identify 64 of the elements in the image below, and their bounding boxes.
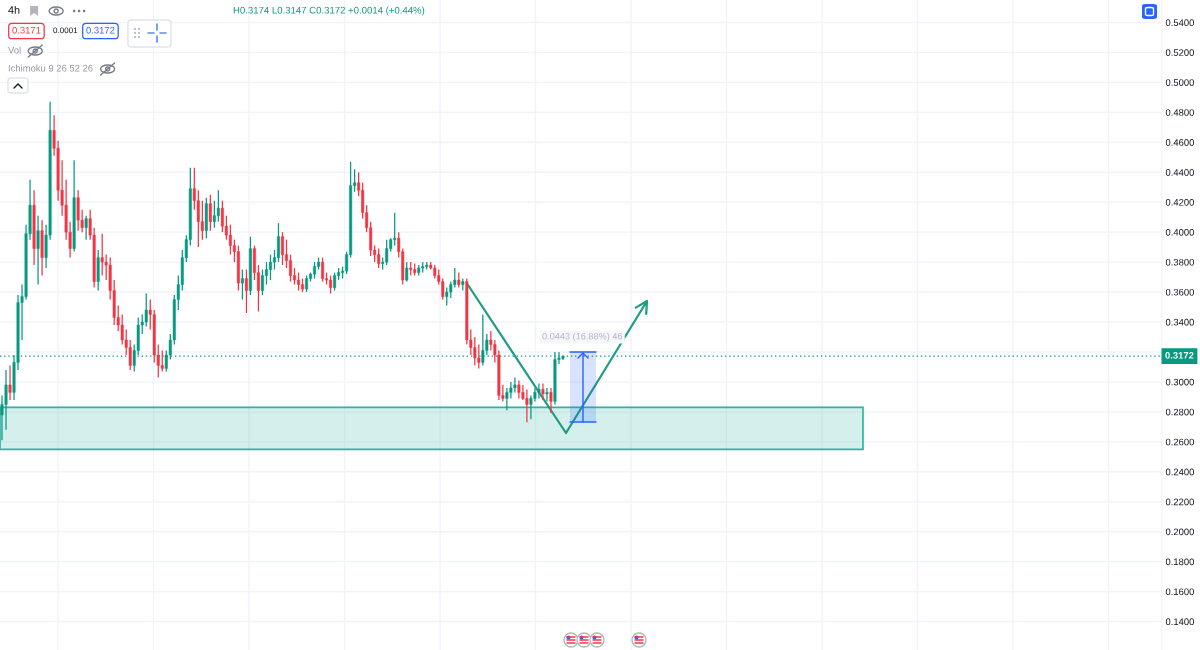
y-tick-label: 0.2600 — [1165, 438, 1194, 446]
annotation: 0.3171 — [12, 26, 41, 34]
candlestick — [405, 261, 409, 283]
candlestick — [393, 212, 397, 247]
candlestick — [473, 336, 477, 367]
y-tick-label: 0.2200 — [1165, 498, 1194, 506]
y-tick-label: 0.3600 — [1165, 288, 1194, 296]
candlestick — [268, 253, 272, 281]
candlestick — [525, 388, 529, 423]
candlestick — [541, 382, 545, 401]
candlestick — [545, 387, 549, 403]
candlestick — [228, 224, 232, 256]
y-tick-label: 0.2400 — [1165, 468, 1194, 476]
candlestick — [100, 233, 104, 277]
annotation: Vol — [8, 46, 21, 54]
chart-title: 4h — [8, 5, 20, 14]
y-tick-label: 0.1800 — [1165, 558, 1194, 566]
y-tick-label: 0.1400 — [1165, 618, 1194, 626]
annotation: H0.3174 L0.3147 C0.3172 +0.0014 (+0.44%) — [233, 6, 425, 16]
candlestick — [297, 271, 301, 292]
candlestick — [549, 387, 553, 414]
candlestick — [289, 253, 292, 283]
y-tick-label: 0.5000 — [1165, 79, 1194, 86]
y-tick-label: 0.3800 — [1165, 258, 1194, 266]
candlestick — [385, 239, 389, 266]
candlestick — [453, 267, 457, 289]
y-tick-label: 0.5400 — [1165, 19, 1194, 26]
y-tick-label: 0.3000 — [1165, 378, 1194, 386]
candlestick — [305, 274, 309, 293]
candlestick — [96, 249, 100, 292]
annotation: 0.0001 — [53, 27, 78, 34]
y-tick-label: 0.2000 — [1165, 528, 1194, 536]
candlestick — [220, 200, 224, 233]
candlestick — [301, 277, 305, 293]
y-tick-label: 0.4200 — [1165, 199, 1194, 206]
annotation: 0.0443 (16.88%) 46 — [542, 332, 623, 342]
y-tick-label: 0.1600 — [1165, 588, 1194, 596]
y-tick-label: 0.4000 — [1165, 228, 1194, 236]
ref-line-label: 0.3172 — [1165, 352, 1194, 359]
y-tick-label: 0.4600 — [1165, 139, 1194, 146]
candlestick — [280, 231, 284, 266]
candlestick — [208, 194, 212, 232]
candlestick — [513, 376, 517, 394]
annotation: Ichimoku 9 26 52 26 — [8, 64, 93, 72]
y-tick-label: 0.2800 — [1165, 408, 1194, 416]
candlestick — [84, 215, 88, 241]
candlestick — [276, 222, 280, 263]
candlestick — [537, 382, 541, 400]
candlestick — [212, 200, 216, 229]
candlestick — [260, 268, 264, 296]
y-tick-label: 0.4800 — [1165, 109, 1194, 116]
y-tick-label: 0.3400 — [1165, 318, 1194, 326]
annotation: 0.3172 — [86, 26, 115, 34]
y-tick-label: 0.5200 — [1165, 49, 1194, 56]
candlestick — [8, 364, 12, 401]
candlestick — [441, 277, 445, 301]
candlestick — [36, 215, 40, 286]
candlestick — [377, 247, 381, 269]
candlestick — [76, 189, 80, 232]
candlestick — [477, 343, 481, 370]
candlestick — [244, 268, 248, 314]
candlestick — [321, 256, 325, 283]
candlestick — [240, 268, 244, 301]
y-tick-label: 0.4400 — [1165, 169, 1194, 176]
